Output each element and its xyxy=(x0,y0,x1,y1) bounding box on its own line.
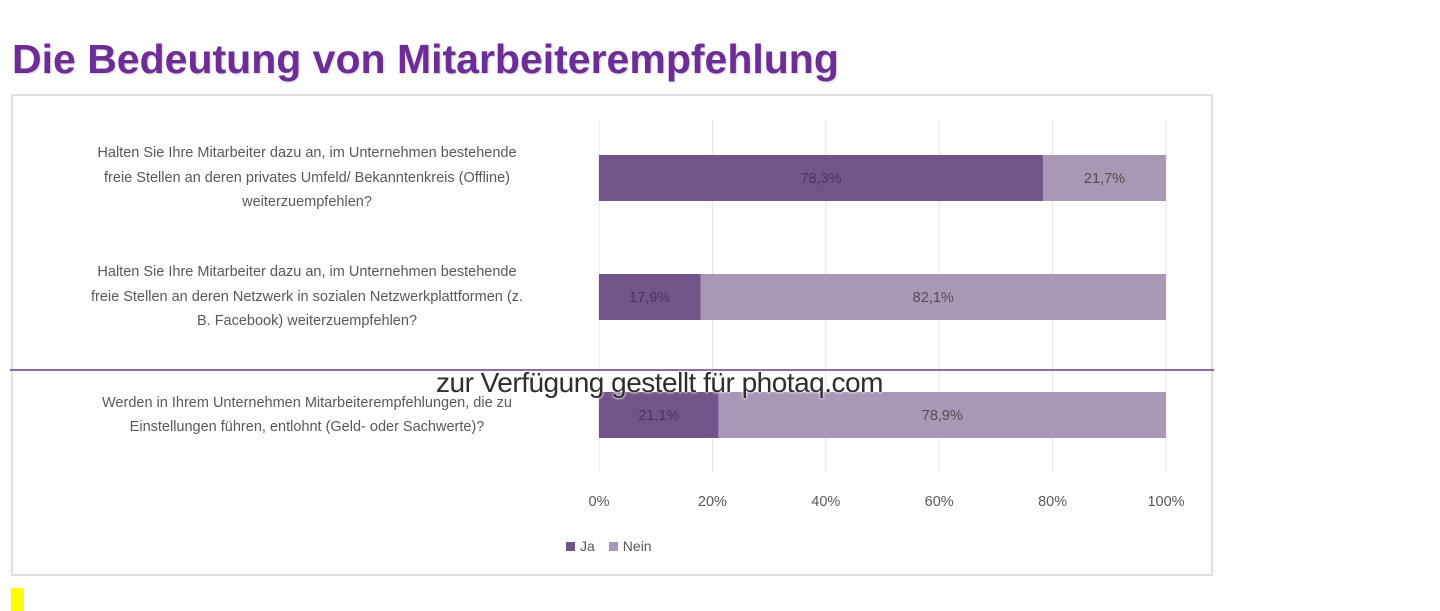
bar-ja-0 xyxy=(599,155,1043,201)
bar-ja-2 xyxy=(599,392,719,438)
x-tick-label-5: 100% xyxy=(1147,494,1184,510)
data-label-ja-0: 78,3% xyxy=(800,171,841,187)
category-label-line: freie Stellen an deren Netzwerk in sozia… xyxy=(91,288,523,305)
data-label-ja-2: 21,1% xyxy=(638,408,679,424)
legend-swatch-nein xyxy=(608,541,618,551)
legend-swatch-ja xyxy=(566,541,575,551)
legend-item-ja: Ja xyxy=(566,538,595,554)
x-tick-label-0: 0% xyxy=(589,494,610,510)
bar-ja-1 xyxy=(599,274,701,320)
legend-item-nein: Nein xyxy=(608,538,652,554)
category-label-line: freie Stellen an deren privates Umfeld/ … xyxy=(104,169,510,186)
x-tick-label-1: 20% xyxy=(698,494,727,510)
bar-nein-0 xyxy=(1042,155,1166,201)
watermark: zur Verfügung gestellt für photaq.com xyxy=(436,367,883,398)
category-label-line: Einstellungen führen, entlohnt (Geld- od… xyxy=(129,419,485,435)
category-label-1: Halten Sie Ihre Mitarbeiter dazu an, im … xyxy=(27,260,587,334)
category-label-line: weiterzuempfehlen? xyxy=(242,194,372,211)
data-label-nein-2: 78,9% xyxy=(922,408,963,424)
x-tick-label-2: 40% xyxy=(811,494,840,510)
bar-nein-1 xyxy=(700,274,1166,320)
category-label-line: Halten Sie Ihre Mitarbeiter dazu an, im … xyxy=(97,145,517,162)
data-label-nein-0: 21,7% xyxy=(1084,171,1125,187)
category-label-2: Werden in Ihrem Unternehmen Mitarbeitere… xyxy=(27,391,587,440)
data-label-nein-1: 82,1% xyxy=(913,290,954,306)
legend: Ja Nein xyxy=(566,536,666,556)
category-label-line: B. Facebook) weiterzuempfehlen? xyxy=(196,313,418,330)
legend-label-nein: Nein xyxy=(622,538,652,554)
yellow-marker xyxy=(11,588,24,611)
legend-label-ja: Ja xyxy=(580,538,595,554)
category-label-line: Halten Sie Ihre Mitarbeiter dazu an, im … xyxy=(97,264,517,281)
category-label-line: Werden in Ihrem Unternehmen Mitarbeitere… xyxy=(102,394,512,411)
chart-frame xyxy=(11,94,1213,576)
category-label-0: Halten Sie Ihre Mitarbeiter dazu an, im … xyxy=(27,141,587,215)
page-title: Die Bedeutung von Mitarbeiterempfehlung xyxy=(12,36,839,82)
x-tick-label-3: 60% xyxy=(925,494,954,510)
bar-nein-2 xyxy=(718,392,1166,438)
x-tick-label-4: 80% xyxy=(1038,494,1067,510)
divider-line xyxy=(10,369,1214,371)
data-label-ja-1: 17,9% xyxy=(629,290,670,306)
